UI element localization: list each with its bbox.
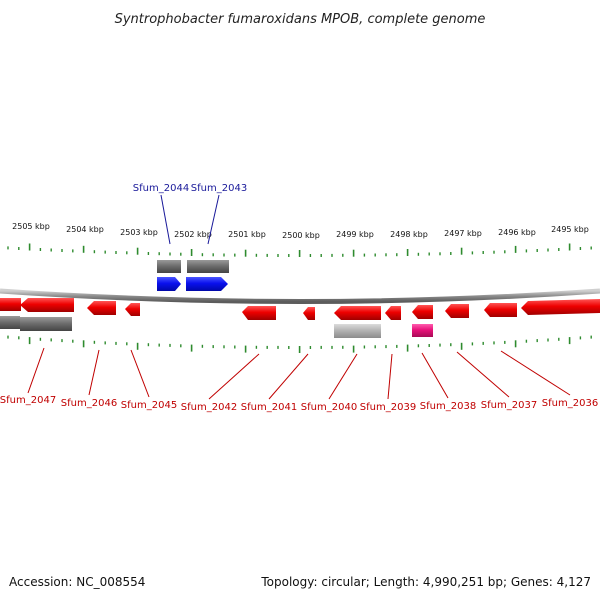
gene-arrow-sfum-2042[interactable] — [242, 306, 276, 320]
leader-line-sfum-2043 — [207, 194, 220, 245]
scale-label-2495: 2495 kbp — [551, 225, 589, 234]
gene-label-sfum-2041[interactable]: Sfum_2041 — [241, 402, 297, 413]
rna-feature-pink[interactable] — [412, 324, 433, 337]
scale-label-2503: 2503 kbp — [120, 228, 158, 237]
leader-line-sfum-2041 — [268, 353, 309, 400]
scale-labels: 2505 kbp 2504 kbp 2503 kbp 2502 kbp 2501… — [12, 222, 589, 240]
top-gene-labels: Sfum_2044 Sfum_2043 — [133, 183, 247, 245]
gene-label-sfum-2047[interactable]: Sfum_2047 — [0, 395, 56, 406]
gene-label-sfum-2039[interactable]: Sfum_2039 — [360, 402, 416, 413]
scale-label-2505: 2505 kbp — [12, 222, 50, 231]
leader-line-sfum-2045 — [130, 349, 150, 398]
lightgray-feature-lower — [334, 324, 381, 338]
leader-line-sfum-2038 — [421, 352, 449, 399]
map-title: Syntrophobacter fumaroxidans MPOB, compl… — [115, 12, 486, 27]
gene-label-sfum-2040[interactable]: Sfum_2040 — [301, 402, 357, 413]
upper-gray-features — [157, 260, 229, 273]
gray-feature-lower-1 — [0, 316, 20, 329]
scale-label-2497: 2497 kbp — [444, 229, 482, 238]
bottom-gene-labels: Sfum_2047 Sfum_2046 Sfum_2045 Sfum_2042 … — [0, 347, 598, 413]
lower-features — [0, 316, 433, 338]
gene-arrow-sfum-2048-partial[interactable] — [0, 298, 21, 311]
topology-text: Topology: circular; Length: 4,990,251 bp… — [260, 575, 591, 589]
gene-label-sfum-2036[interactable]: Sfum_2036 — [542, 398, 598, 409]
gene-arrow-sfum-2045[interactable] — [125, 303, 140, 316]
scale-label-2499: 2499 kbp — [336, 230, 374, 239]
leader-line-sfum-2042 — [208, 353, 260, 400]
gray-feature-lower-2 — [20, 317, 72, 331]
gray-feature-upper-1 — [157, 260, 181, 273]
gene-label-sfum-2044[interactable]: Sfum_2044 — [133, 183, 189, 194]
gene-arrow-sfum-2037[interactable] — [445, 304, 469, 318]
gene-arrow-sfum-2036[interactable] — [484, 303, 517, 317]
leader-line-sfum-2046 — [88, 349, 100, 396]
scale-label-2496: 2496 kbp — [498, 228, 536, 237]
gene-label-sfum-2037[interactable]: Sfum_2037 — [481, 400, 537, 411]
gene-label-sfum-2045[interactable]: Sfum_2045 — [121, 400, 177, 411]
leader-line-sfum-2047 — [27, 347, 45, 394]
leader-line-sfum-2039 — [387, 353, 393, 400]
upper-tick-row — [7, 243, 592, 257]
reverse-genes — [0, 298, 600, 320]
forward-genes — [157, 277, 228, 291]
leader-line-sfum-2040 — [328, 353, 358, 400]
gene-arrow-sfum-2038[interactable] — [412, 305, 433, 319]
leader-line-sfum-2037 — [456, 351, 510, 398]
genome-backbone — [0, 288, 600, 304]
accession-text: Accession: NC_008554 — [9, 575, 145, 589]
gene-arrow-sfum-2046[interactable] — [87, 301, 116, 315]
gene-label-sfum-2043[interactable]: Sfum_2043 — [191, 183, 247, 194]
lower-tick-row — [7, 335, 592, 353]
leader-line-sfum-2036 — [500, 350, 571, 396]
gray-feature-upper-2 — [187, 260, 229, 273]
gene-label-sfum-2038[interactable]: Sfum_2038 — [420, 401, 476, 412]
gene-arrow-sfum-2040[interactable] — [334, 306, 381, 320]
scale-label-2500: 2500 kbp — [282, 231, 320, 240]
gene-label-sfum-2046[interactable]: Sfum_2046 — [61, 398, 117, 409]
scale-label-2501: 2501 kbp — [228, 230, 266, 239]
gene-arrow-sfum-2041[interactable] — [303, 307, 315, 320]
gene-arrow-sfum-2035-partial[interactable] — [521, 299, 600, 315]
leader-line-sfum-2044 — [160, 194, 171, 245]
gene-arrow-sfum-2044[interactable] — [157, 277, 181, 291]
scale-label-2504: 2504 kbp — [66, 225, 104, 234]
gene-arrow-sfum-2039[interactable] — [385, 306, 401, 320]
scale-label-2502: 2502 kbp — [174, 230, 212, 239]
gene-arrow-sfum-2043[interactable] — [186, 277, 228, 291]
gene-label-sfum-2042[interactable]: Sfum_2042 — [181, 402, 237, 413]
gene-arrow-sfum-2047[interactable] — [20, 298, 74, 312]
scale-label-2498: 2498 kbp — [390, 230, 428, 239]
